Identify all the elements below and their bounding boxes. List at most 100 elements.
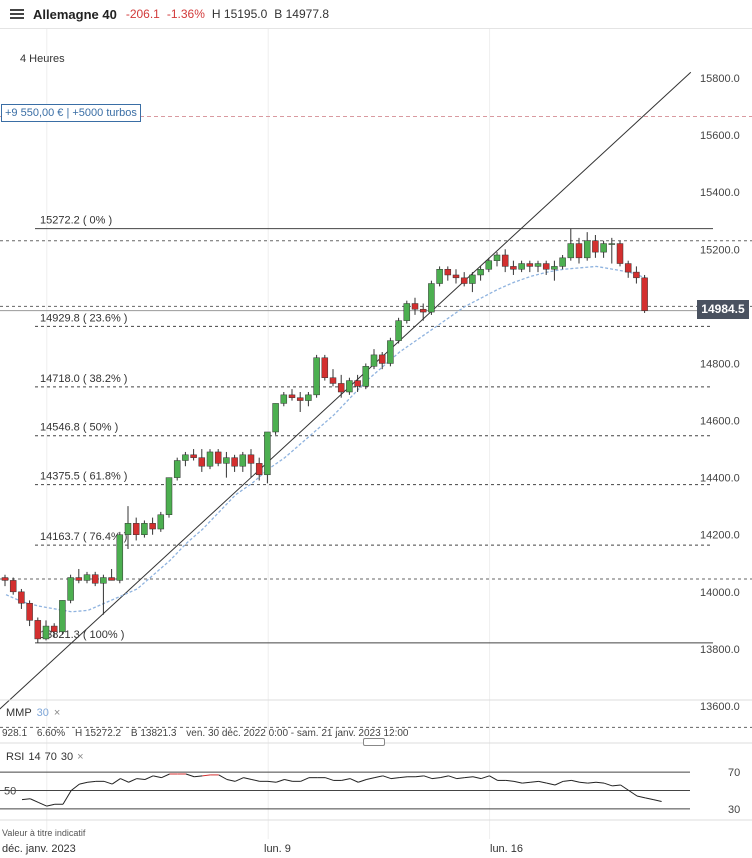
candle — [42, 625, 50, 640]
candle — [477, 269, 484, 276]
ma-close-icon[interactable]: × — [53, 707, 61, 719]
candle — [223, 457, 230, 464]
candle — [272, 403, 279, 433]
candle — [157, 514, 165, 530]
candle — [526, 263, 534, 267]
y-tick-label: 15400.0 — [700, 187, 740, 199]
candle — [59, 600, 66, 633]
rsi-segment — [382, 775, 392, 780]
y-tick-label: 15800.0 — [700, 73, 740, 85]
rsi-segment — [284, 779, 293, 782]
rsi-segment — [185, 773, 195, 778]
fib-level-label: 14718.0 ( 38.2% ) — [40, 373, 127, 385]
candle — [9, 580, 17, 593]
rsi-segment — [636, 795, 646, 799]
price-change-percent: -1.36% — [166, 7, 205, 21]
candle — [452, 274, 460, 279]
candle — [469, 274, 476, 284]
rsi-segment — [62, 790, 72, 805]
rsi-segment — [349, 778, 359, 783]
rsi-level-label: 50 — [4, 786, 16, 798]
candle — [346, 380, 353, 393]
fib-level-label: 15272.2 ( 0% ) — [40, 215, 112, 227]
indicative-note: Valeur à titre indicatif — [2, 828, 86, 838]
rsi-upper[interactable]: 70 — [44, 751, 57, 763]
rsi-segment — [604, 782, 613, 787]
rsi-segment — [325, 777, 334, 781]
price-chart[interactable]: 15800.015600.015400.015200.015000.014800… — [0, 29, 752, 843]
stat-high: H 15272.2 — [74, 728, 122, 739]
rsi-segment — [399, 776, 408, 779]
rsi-segment — [29, 798, 39, 803]
candle — [247, 454, 255, 464]
rsi-segment — [38, 801, 47, 807]
position-tag[interactable]: +9 550,00 € | +5000 turbos — [1, 104, 141, 122]
candle — [575, 243, 583, 259]
rsi-segment — [218, 774, 228, 780]
trendline — [0, 71, 692, 710]
candle — [124, 523, 132, 535]
candle — [198, 457, 206, 467]
rsi-segment — [70, 783, 80, 791]
candle — [551, 266, 558, 270]
fib-level-label: 14375.5 ( 61.8% ) — [40, 471, 127, 483]
candle — [305, 394, 312, 401]
candle — [436, 269, 443, 284]
candle — [493, 254, 501, 261]
rsi-segment — [653, 799, 662, 802]
candle — [50, 625, 58, 633]
rsi-segment — [390, 777, 400, 780]
candle — [288, 394, 296, 398]
rsi-segment — [481, 775, 490, 780]
rsi-segment — [645, 797, 654, 801]
moving-average-line — [5, 265, 646, 613]
ma-period[interactable]: 30 — [36, 707, 49, 719]
y-tick-label: 14000.0 — [700, 587, 740, 599]
candle — [387, 340, 394, 364]
candle — [149, 523, 156, 530]
rsi-segment — [251, 779, 260, 782]
y-tick-label: 14600.0 — [700, 416, 740, 428]
menu-icon[interactable] — [10, 9, 24, 19]
rsi-lower[interactable]: 30 — [60, 751, 74, 763]
fib-level-label: 14929.8 ( 23.6% ) — [40, 312, 127, 324]
rsi-segment — [243, 777, 252, 780]
rsi-segment — [300, 777, 310, 782]
rsi-segment — [194, 775, 203, 778]
rsi-segment — [612, 784, 621, 787]
candle — [173, 460, 181, 478]
candle — [354, 380, 361, 387]
candle — [190, 454, 197, 458]
rsi-label: RSI — [6, 751, 25, 763]
rsi-segment — [374, 775, 383, 779]
rsi-close-icon[interactable]: × — [77, 751, 84, 763]
rsi-segment — [153, 775, 162, 779]
rsi-segment — [120, 778, 129, 783]
rsi-level-label: 30 — [728, 804, 740, 816]
candle — [280, 394, 288, 404]
x-tick-label: lun. 9 — [264, 843, 291, 855]
candle — [141, 523, 148, 535]
rsi-segment — [448, 775, 457, 780]
instrument-name[interactable]: Allemagne 40 — [33, 6, 117, 22]
rsi-segment — [571, 779, 580, 783]
candle — [616, 243, 624, 264]
rsi-period[interactable]: 14 — [28, 751, 41, 763]
rsi-level-label: 70 — [728, 767, 740, 779]
rsi-segment — [111, 778, 121, 785]
rsi-segment — [620, 784, 630, 791]
candle — [600, 243, 607, 253]
rsi-segment — [341, 778, 351, 781]
pane-resize-handle[interactable] — [363, 738, 385, 746]
candle — [132, 523, 140, 535]
candle — [83, 574, 91, 581]
rsi-segment — [144, 775, 154, 780]
ma-legend: MMP 30 × — [6, 707, 60, 719]
rsi-segment — [234, 777, 244, 782]
rsi-segment — [456, 777, 465, 780]
y-tick-label: 14800.0 — [700, 358, 740, 370]
rsi-legend: RSI 14 70 30 × — [6, 751, 88, 763]
rsi-segment — [579, 781, 588, 784]
y-tick-label: 13800.0 — [700, 644, 740, 656]
rsi-segment — [276, 779, 285, 783]
